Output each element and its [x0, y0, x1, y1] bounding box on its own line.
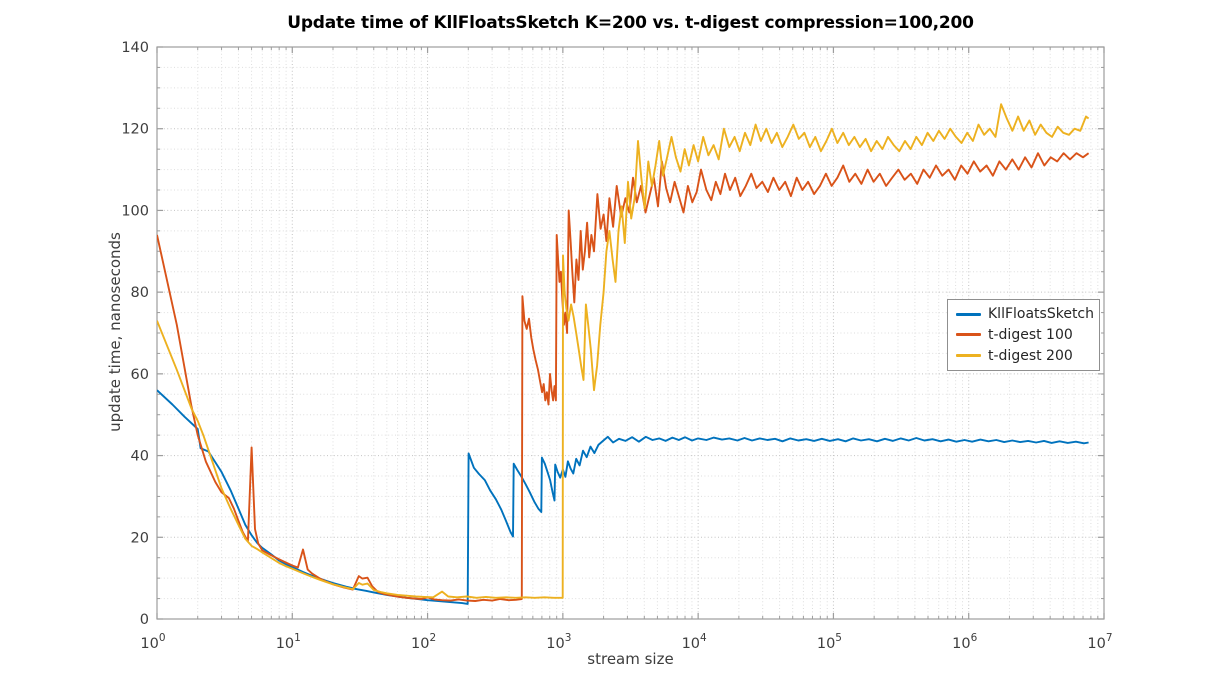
series-line-t-digest-100: [157, 152, 1090, 602]
y-tick-label: 20: [131, 530, 149, 546]
y-tick-label: 140: [121, 40, 149, 56]
series-line-kllfloatssketch: [157, 389, 1089, 605]
legend-swatch-kllfloatssketch: [956, 312, 981, 316]
legend-swatch-tdigest-100: [956, 333, 981, 337]
x-tick-label: 105: [817, 632, 842, 652]
x-tick-label: 102: [411, 632, 436, 652]
legend: KllFloatsSketch t-digest 100 t-digest 20…: [947, 299, 1100, 371]
chart-title: Update time of KllFloatsSketch K=200 vs.…: [287, 13, 974, 33]
legend-label: t-digest 200: [988, 347, 1073, 364]
x-tick-label: 100: [140, 632, 165, 652]
y-axis-label: update time, nanoseconds: [106, 232, 124, 432]
y-tick-label: 60: [131, 367, 149, 383]
legend-item-tdigest-200: t-digest 200: [948, 346, 1099, 366]
legend-item-tdigest-100: t-digest 100: [948, 325, 1099, 345]
x-tick-label: 104: [682, 632, 707, 652]
x-tick-label: 101: [276, 632, 301, 652]
y-tick-label: 0: [140, 612, 149, 628]
x-tick-label: 106: [952, 632, 977, 652]
y-tick-label: 120: [121, 122, 149, 138]
x-tick-label: 107: [1087, 632, 1112, 652]
legend-item-kllfloatssketch: KllFloatsSketch: [948, 304, 1099, 324]
y-tick-label: 100: [121, 203, 149, 219]
x-tick-label: 103: [546, 632, 571, 652]
y-tick-label: 80: [131, 285, 149, 301]
series-line-t-digest-200: [157, 103, 1090, 599]
legend-label: t-digest 100: [988, 326, 1073, 343]
y-tick-label: 40: [131, 449, 149, 465]
x-axis-label: stream size: [587, 650, 674, 668]
legend-swatch-tdigest-200: [956, 354, 981, 358]
legend-label: KllFloatsSketch: [988, 306, 1094, 323]
